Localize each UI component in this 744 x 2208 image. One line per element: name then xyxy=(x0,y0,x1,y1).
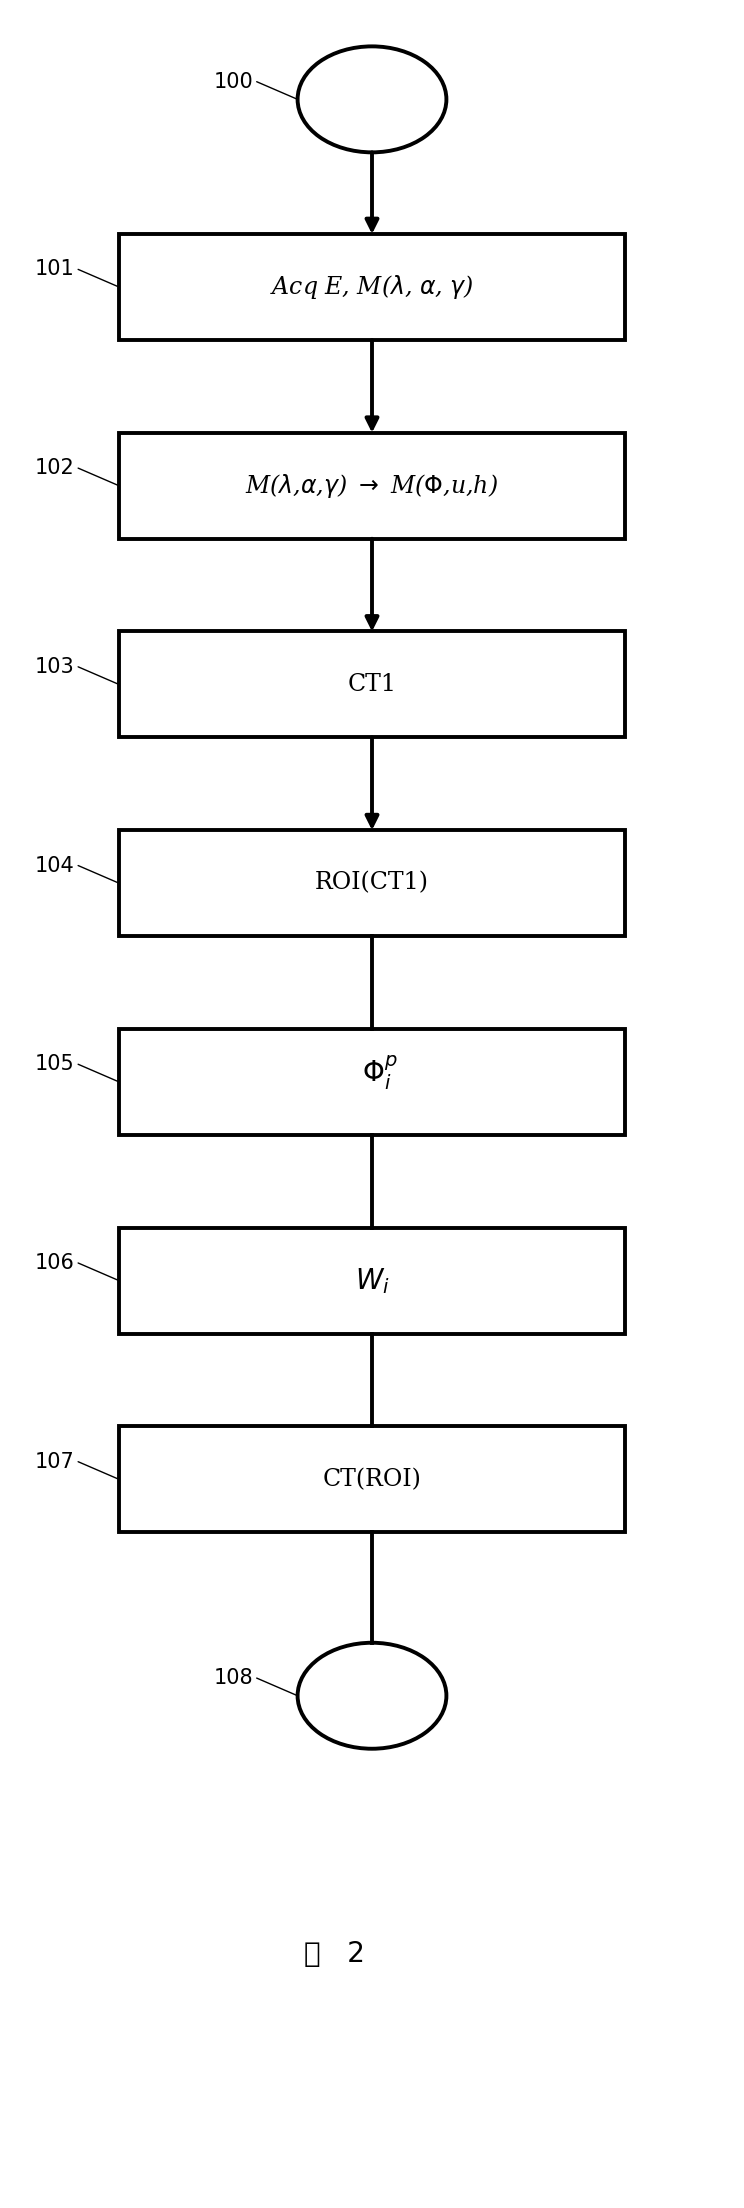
Text: 105: 105 xyxy=(35,1053,74,1075)
Bar xyxy=(119,433,625,539)
Text: M($\lambda$,$\alpha$,$\gamma$) $\rightarrow$ M($\Phi$,u,h): M($\lambda$,$\alpha$,$\gamma$) $\rightar… xyxy=(246,473,498,499)
Text: CT1: CT1 xyxy=(347,673,397,696)
Text: 103: 103 xyxy=(35,656,74,678)
Text: 图   2: 图 2 xyxy=(304,1941,365,1967)
Text: 100: 100 xyxy=(214,71,253,93)
Text: 104: 104 xyxy=(35,854,74,877)
Text: $\Phi_i^p$: $\Phi_i^p$ xyxy=(362,1053,397,1093)
Bar xyxy=(119,1426,625,1532)
Text: 108: 108 xyxy=(214,1667,253,1689)
Text: $W_i$: $W_i$ xyxy=(355,1265,389,1296)
Text: 107: 107 xyxy=(35,1451,74,1473)
Bar xyxy=(119,1029,625,1135)
Bar xyxy=(119,631,625,737)
Text: 102: 102 xyxy=(35,457,74,479)
Text: 106: 106 xyxy=(34,1252,74,1274)
Text: ROI(CT1): ROI(CT1) xyxy=(315,872,429,894)
Bar xyxy=(119,830,625,936)
Text: CT(ROI): CT(ROI) xyxy=(323,1468,421,1490)
Text: 101: 101 xyxy=(35,258,74,280)
Text: Acq E, M($\lambda$, $\alpha$, $\gamma$): Acq E, M($\lambda$, $\alpha$, $\gamma$) xyxy=(270,274,474,300)
Bar xyxy=(119,1228,625,1334)
Bar xyxy=(119,234,625,340)
